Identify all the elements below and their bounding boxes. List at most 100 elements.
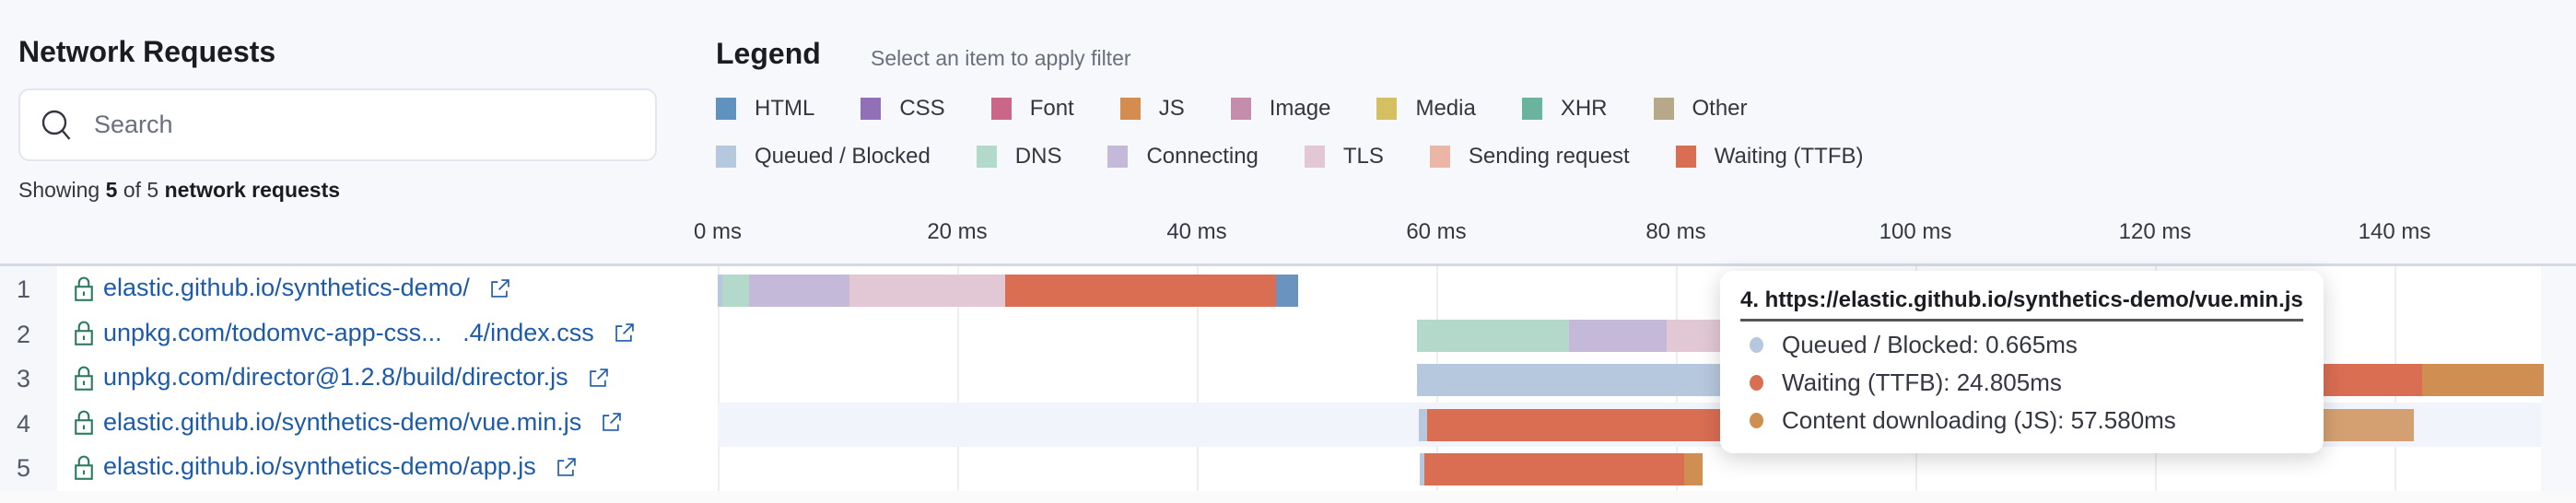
request-url-link[interactable]: unpkg.com/director@1.2.8/build/director.…: [103, 363, 568, 391]
legend-swatch: [1304, 146, 1325, 168]
legend-item-waiting-ttfb[interactable]: Waiting (TTFB): [1675, 144, 1864, 170]
legend-label: Media: [1415, 96, 1476, 121]
timing-dot-icon: [1750, 375, 1763, 391]
legend-item-dns[interactable]: DNS: [976, 144, 1062, 170]
request-url-link[interactable]: elastic.github.io/synthetics-demo/: [103, 274, 470, 301]
axis-tick-label: 140 ms: [2358, 219, 2431, 244]
timing-bar-html[interactable]: [1275, 275, 1299, 307]
request-row: elastic.github.io/synthetics-demo/: [74, 274, 510, 302]
external-link-icon[interactable]: [556, 457, 577, 477]
timing-bar-tls[interactable]: [849, 275, 1005, 307]
axis-tick-label: 20 ms: [927, 219, 988, 244]
timing-bar-waiting[interactable]: [1426, 408, 1726, 441]
legend-item-html[interactable]: HTML: [716, 96, 814, 122]
legend-label: Queued / Blocked: [755, 144, 931, 169]
legend-swatch: [1653, 98, 1674, 120]
search-input[interactable]: [94, 111, 610, 139]
timing-bar-dns[interactable]: [722, 275, 749, 307]
external-link-icon[interactable]: [589, 368, 609, 388]
request-url-link[interactable]: elastic.github.io/synthetics-demo/app.js: [103, 452, 536, 480]
timing-bar-queued[interactable]: [1419, 453, 1424, 485]
bottom-edge: [0, 491, 2576, 503]
legend-label: DNS: [1014, 144, 1062, 169]
legend-item-css[interactable]: CSS: [861, 96, 945, 122]
showing-total: of 5: [123, 178, 159, 202]
request-url-link[interactable]: unpkg.com/todomvc-app-css... .4/index.cs…: [103, 318, 594, 346]
grid-line: [1197, 266, 1199, 491]
legend-swatch: [861, 98, 882, 120]
request-row: elastic.github.io/synthetics-demo/vue.mi…: [74, 408, 622, 437]
tooltip-line-text: Content downloading (JS): 57.580ms: [1782, 406, 2176, 434]
lock-icon: [75, 276, 93, 301]
timing-bar-waiting[interactable]: [1005, 275, 1276, 307]
legend-item-font[interactable]: Font: [990, 96, 1074, 122]
timing-bar-connecting[interactable]: [1569, 319, 1667, 352]
legend-item-other[interactable]: Other: [1653, 96, 1748, 122]
external-link-icon[interactable]: [615, 322, 635, 343]
search-field[interactable]: [18, 88, 657, 161]
axis-tick-label: 100 ms: [1879, 219, 1952, 244]
legend-label: Sending request: [1468, 144, 1630, 169]
legend-item-sending-request[interactable]: Sending request: [1429, 144, 1630, 170]
tooltip-timing-line: Content downloading (JS): 57.580ms: [1740, 406, 2303, 435]
legend-label: Image: [1269, 96, 1331, 121]
grid-line: [718, 266, 720, 491]
request-list: 1 elastic.github.io/synthetics-demo/2 unpk…: [0, 266, 718, 491]
showing-count: 5: [105, 178, 118, 202]
legend-swatch: [1119, 98, 1141, 120]
row-number: 5: [17, 454, 31, 482]
external-link-icon[interactable]: [490, 278, 510, 298]
request-row: unpkg.com/todomvc-app-css... .4/index.cs…: [74, 319, 635, 347]
timing-bar-js[interactable]: [1684, 453, 1703, 485]
legend-item-connecting[interactable]: Connecting: [1107, 144, 1259, 170]
legend-swatch: [1376, 98, 1398, 120]
legend-subtitle: Select an item to apply filter: [871, 46, 1131, 70]
legend-item-tls[interactable]: TLS: [1304, 144, 1384, 170]
row-number: 2: [17, 320, 31, 348]
lock-icon: [75, 321, 93, 345]
legend-item-media[interactable]: Media: [1376, 96, 1476, 122]
legend-swatch: [1521, 98, 1542, 120]
legend-swatch: [976, 146, 997, 168]
timing-bar-queued[interactable]: [718, 275, 723, 307]
legend-swatch: [1107, 146, 1129, 168]
timing-bar-queued[interactable]: [1418, 408, 1427, 441]
legend-label: Waiting (TTFB): [1714, 144, 1864, 169]
row-number: 3: [17, 365, 31, 392]
legend-label: JS: [1158, 96, 1185, 121]
tooltip-line-text: Waiting (TTFB): 24.805ms: [1782, 368, 2062, 396]
legend-label: XHR: [1560, 96, 1608, 121]
legend-label: TLS: [1342, 144, 1384, 169]
timing-bar-connecting[interactable]: [748, 275, 849, 307]
timing-dot-icon: [1750, 337, 1763, 353]
external-link-icon[interactable]: [602, 412, 622, 432]
grid-line: [957, 266, 959, 491]
network-requests-title: Network Requests: [18, 35, 276, 68]
tooltip-timing-line: Queued / Blocked: 0.665ms: [1740, 331, 2303, 359]
legend-label: CSS: [899, 96, 945, 121]
legend-swatch: [716, 98, 736, 120]
legend-swatch: [1230, 98, 1251, 120]
timing-bar-waiting[interactable]: [1424, 453, 1685, 485]
legend-item-js[interactable]: JS: [1119, 96, 1185, 122]
lock-icon: [75, 366, 93, 391]
legend-title: Legend: [716, 37, 821, 70]
axis-tick-label: 0 ms: [693, 219, 743, 244]
legend-item-queued-blocked[interactable]: Queued / Blocked: [716, 144, 931, 170]
tooltip-line-text: Queued / Blocked: 0.665ms: [1782, 331, 2078, 358]
axis-tick-label: 120 ms: [2118, 219, 2192, 244]
showing-count-text: Showing 5 of 5 network requests: [18, 178, 340, 203]
timing-bar-js[interactable]: [2421, 364, 2545, 396]
legend-item-xhr[interactable]: XHR: [1521, 96, 1608, 122]
request-row: unpkg.com/director@1.2.8/build/director.…: [74, 363, 609, 392]
legend-timings: Queued / Blocked DNS Connecting TLS Sending …: [716, 144, 1909, 170]
request-tooltip: 4. https://elastic.github.io/synthetics-…: [1720, 271, 2324, 453]
row-number: 4: [17, 409, 31, 438]
showing-suffix: network requests: [164, 178, 341, 202]
timing-bar-dns[interactable]: [1417, 319, 1570, 352]
row-number-gutter: [0, 266, 57, 491]
legend-item-image[interactable]: Image: [1230, 96, 1331, 122]
lock-icon: [75, 455, 93, 480]
request-url-link[interactable]: elastic.github.io/synthetics-demo/vue.mi…: [103, 407, 582, 436]
legend-label: Connecting: [1146, 144, 1259, 169]
